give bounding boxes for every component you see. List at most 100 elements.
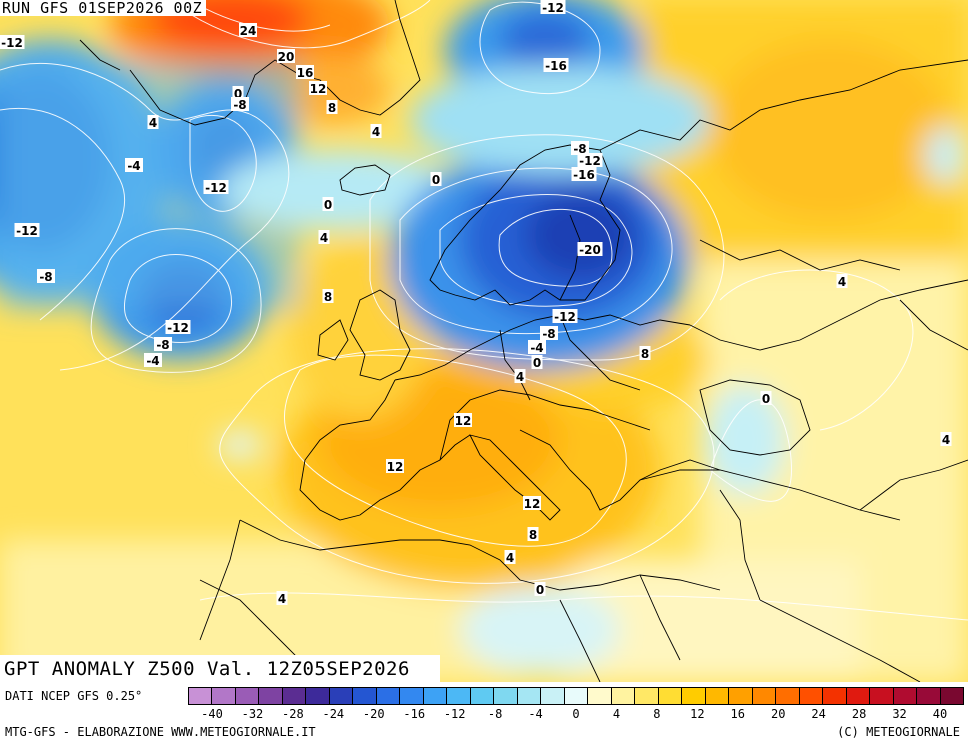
contour-label-bg [386, 459, 404, 473]
legend-swatch [682, 688, 706, 704]
legend-tick-label: 4 [612, 707, 621, 721]
contour-label-bg [14, 223, 40, 237]
contour-label-bg [277, 49, 295, 63]
coastlines [79, 0, 968, 682]
contour-label: -16 [545, 59, 567, 73]
anomaly-field [0, 0, 968, 682]
contour-label: -8 [542, 327, 555, 341]
contour-label-bg [540, 0, 566, 14]
contour-label: -12 [542, 1, 564, 15]
contour-label-bg [531, 355, 543, 369]
contour-label-bg [239, 23, 257, 37]
contour-label: 8 [328, 101, 336, 115]
legend-swatch [541, 688, 565, 704]
contour-label: 0 [533, 356, 541, 370]
legend-tick-label: -8 [487, 707, 503, 721]
legend-swatch [212, 688, 236, 704]
contour-label: 4 [838, 275, 846, 289]
legend-tick-label: 32 [892, 707, 907, 721]
legend-swatch [611, 688, 636, 704]
legend-tick-label: 8 [653, 707, 661, 721]
contour-label-bg [154, 337, 172, 351]
contour-label-bg [534, 582, 546, 596]
legend-tick-label: -24 [322, 707, 345, 721]
contour-label: 4 [372, 125, 380, 139]
contour-label: 8 [324, 290, 332, 304]
contour-label: 12 [524, 497, 541, 511]
contour-label-bg [577, 153, 603, 167]
contour-label-bg [231, 97, 249, 111]
contour-label: 0 [432, 173, 440, 187]
legend-swatch [423, 688, 448, 704]
legend-tick-label: 16 [730, 707, 745, 721]
legend-tick-label: 20 [770, 707, 786, 721]
legend-swatch [729, 688, 753, 704]
legend-tick-label: 0 [572, 707, 580, 721]
contour-label: 0 [536, 583, 544, 597]
contour-label-bg [836, 274, 848, 288]
legend-swatch [235, 688, 260, 704]
contour-label: -12 [554, 310, 576, 324]
legend-swatch [823, 688, 847, 704]
legend-tick-label: 28 [851, 707, 867, 721]
legend-tick-label: 40 [932, 707, 948, 721]
contour-label-bg [514, 369, 526, 383]
legend-tick-label: 24 [811, 707, 826, 721]
data-source-label: DATI NCEP GFS 0.25° [5, 689, 143, 703]
contour-label-bg [0, 35, 25, 49]
contour-label: 12 [455, 414, 472, 428]
legend-swatch [517, 688, 542, 704]
contour-label-bg [430, 172, 442, 186]
legend-swatch [306, 688, 330, 704]
legend-swatch [259, 688, 283, 704]
contour-label: 24 [240, 24, 257, 38]
contour-label: -4 [146, 354, 159, 368]
legend-tick-label: -40 [201, 707, 223, 721]
map-title: GPT ANOMALY Z500 Val. 12Z05SEP2026 [0, 655, 440, 683]
contour-label: -20 [579, 243, 601, 257]
legend-swatch [752, 688, 777, 704]
contour-label: 12 [310, 82, 327, 96]
legend-swatch [494, 688, 518, 704]
legend-swatch [940, 688, 963, 704]
contour-label-bg [527, 527, 539, 541]
contour-label: 4 [506, 551, 514, 565]
legend-swatch [447, 688, 471, 704]
contour-label-bg [232, 86, 244, 100]
contour-label: -12 [167, 321, 189, 335]
legend-swatch [893, 688, 918, 704]
contour-label: 0 [324, 198, 332, 212]
contour-label-bg [940, 432, 952, 446]
contour-label-bg [276, 591, 288, 605]
anomaly-map: 24201612840-84-12-4-12004-12-88-12-8-4-1… [0, 0, 968, 682]
legend-swatch [400, 688, 424, 704]
contour-label-bg [504, 550, 516, 564]
contour-label: 0 [762, 392, 770, 406]
contour-label-bg [125, 158, 143, 172]
contour-label-bg [571, 167, 597, 181]
contour-label: -12 [1, 36, 23, 50]
contour-label-bg [528, 340, 546, 354]
contour-label-bg [639, 346, 651, 360]
legend-swatch [470, 688, 495, 704]
contour-label-bg [543, 58, 569, 72]
legend-swatch [635, 688, 659, 704]
contour-label-bg [523, 496, 541, 510]
legend-tick-label: -12 [443, 707, 466, 721]
copyright-label: (C) METEOGIORNALE [837, 725, 960, 739]
legend-swatch [799, 688, 824, 704]
contour-label: 16 [297, 66, 314, 80]
contour-label-bg [144, 353, 162, 367]
contour-label-bg [318, 230, 330, 244]
legend-tick-label: -4 [528, 707, 543, 721]
legend-swatch [329, 688, 354, 704]
contour-labels: 24201612840-84-12-4-12004-12-88-12-8-4-1… [0, 0, 952, 606]
contour-label: -12 [205, 181, 227, 195]
contour-label: -8 [156, 338, 169, 352]
contour-label: -8 [39, 270, 52, 284]
contour-label: 4 [942, 433, 950, 447]
legend-swatch [870, 688, 894, 704]
contour-label: -12 [579, 154, 601, 168]
contour-label-bg [165, 320, 191, 334]
contour-label: -8 [573, 142, 586, 156]
